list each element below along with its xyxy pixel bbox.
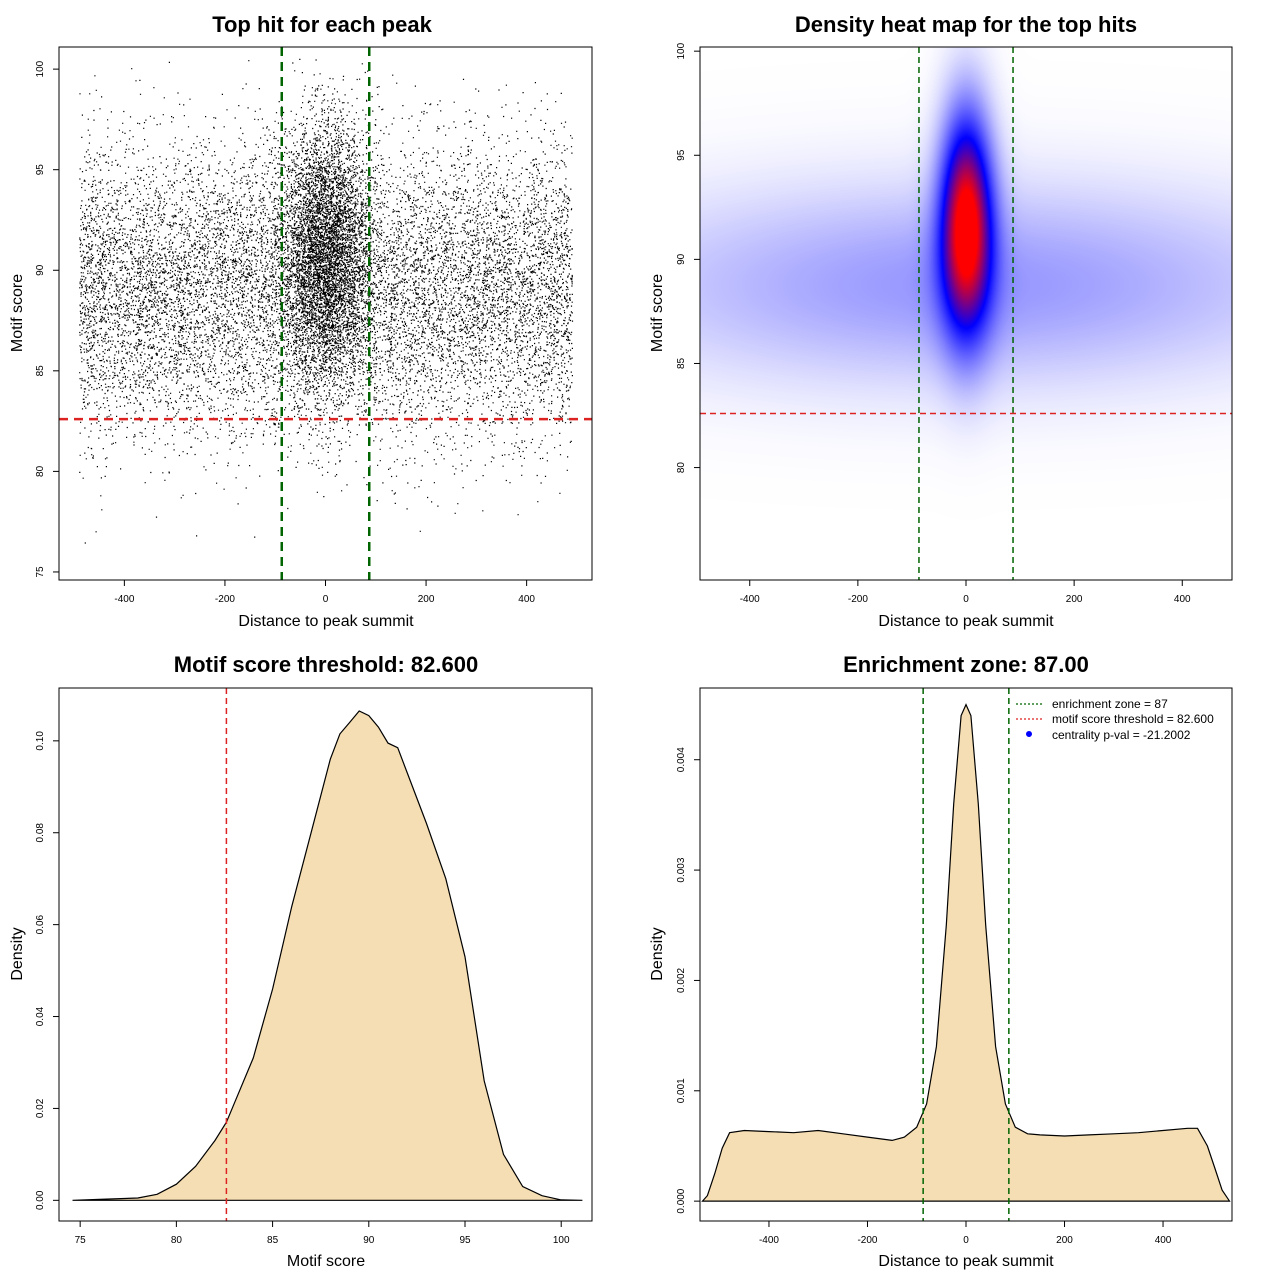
heatmap-y-tick-label: 80 <box>676 462 687 474</box>
heatmap-y-tick-label: 100 <box>676 42 687 59</box>
score-density-y-tick-label: 0.04 <box>35 1006 46 1026</box>
score-density-y-label: Density <box>9 927 26 980</box>
scatter-y-axis: 75 80 85 90 95 100 <box>35 60 60 578</box>
heatmap-y-tick-label: 90 <box>676 253 687 265</box>
scatter-title: Top hit for each peak <box>212 12 432 37</box>
distance-density-y-tick-label: 0.002 <box>676 967 687 992</box>
scatter-x-label: Distance to peak summit <box>238 613 414 630</box>
score-density-x-axis: 75 80 85 90 95 100 <box>75 1220 570 1246</box>
scatter-x-tick-label: 400 <box>518 594 535 605</box>
legend-centrality-marker <box>1026 731 1032 737</box>
distance-density-y-tick-label: 0.003 <box>676 857 687 882</box>
scatter-points <box>79 58 574 544</box>
distance-density-x-tick-label: -200 <box>857 1235 877 1246</box>
heatmap-density <box>700 47 1232 580</box>
scatter-y-tick-label: 75 <box>35 566 46 578</box>
distance-density-curve <box>701 703 1231 1202</box>
scatter-y-tick-label: 85 <box>35 365 46 377</box>
score-density-y-tick-label: 0.02 <box>35 1098 46 1118</box>
score-density-x-tick-label: 100 <box>553 1235 570 1246</box>
scatter-y-tick-label: 100 <box>35 60 46 77</box>
heatmap-x-tick-label: 200 <box>1066 594 1083 605</box>
scatter-y-tick-label: 95 <box>35 164 46 176</box>
heatmap-x-tick-label: 400 <box>1174 594 1191 605</box>
heatmap-title: Density heat map for the top hits <box>795 12 1137 37</box>
legend-centrality-label: centrality p-val = -21.2002 <box>1052 728 1191 742</box>
score-density-y-tick-label: 0.00 <box>35 1190 46 1210</box>
heatmap-y-label: Motif score <box>649 274 666 352</box>
score-density-y-tick-label: 0.10 <box>35 731 46 751</box>
distance-density-x-label: Distance to peak summit <box>878 1253 1054 1270</box>
panel-heatmap: Density heat map for the top hits -400 -2… <box>649 12 1233 630</box>
heatmap-x-label: Distance to peak summit <box>878 613 1054 630</box>
scatter-point-cloud <box>79 58 574 544</box>
distance-density-x-tick-label: 200 <box>1056 1235 1073 1246</box>
panel-distance-density: Enrichment zone: 87.00 -400 -200 0 200 400 0… <box>649 652 1233 1270</box>
heatmap-x-tick-label: -400 <box>740 594 760 605</box>
distance-density-x-tick-label: -400 <box>759 1235 779 1246</box>
score-density-x-tick-label: 80 <box>171 1235 183 1246</box>
distance-density-x-axis: -400 -200 0 200 400 <box>759 1220 1172 1246</box>
score-density-x-tick-label: 95 <box>459 1235 471 1246</box>
scatter-x-tick-label: 0 <box>323 594 329 605</box>
score-density-x-tick-label: 90 <box>363 1235 375 1246</box>
scatter-x-tick-label: -400 <box>114 594 134 605</box>
heatmap-y-tick-label: 95 <box>676 149 687 161</box>
score-density-curve <box>72 710 583 1201</box>
score-density-x-tick-label: 85 <box>267 1235 279 1246</box>
scatter-x-tick-label: 200 <box>418 594 435 605</box>
scatter-y-tick-label: 80 <box>35 465 46 477</box>
heatmap-y-axis: 80 85 90 95 100 <box>676 42 701 474</box>
panel-scatter: Top hit for each peak -400 -200 0 200 400 75… <box>9 12 593 630</box>
heatmap-x-tick-label: -200 <box>848 594 868 605</box>
score-density-y-axis: 0.00 0.02 0.04 0.06 0.08 0.10 <box>35 731 60 1210</box>
legend: enrichment zone = 87 motif score thresho… <box>1016 697 1214 742</box>
heatmap-x-tick-label: 0 <box>963 594 969 605</box>
distance-density-y-tick-label: 0.001 <box>676 1078 687 1103</box>
heatmap-x-axis: -400 -200 0 200 400 <box>740 579 1191 605</box>
distance-density-x-tick-label: 0 <box>963 1235 969 1246</box>
score-density-x-tick-label: 75 <box>75 1235 87 1246</box>
distance-density-y-tick-label: 0.000 <box>676 1188 687 1213</box>
distance-density-x-tick-label: 400 <box>1155 1235 1172 1246</box>
scatter-y-label: Motif score <box>9 274 26 352</box>
panel-score-density: Motif score threshold: 82.600 75 80 85 90 95… <box>9 652 593 1270</box>
scatter-x-tick-label: -200 <box>215 594 235 605</box>
distance-density-y-axis: 0.000 0.001 0.002 0.003 0.004 <box>676 747 701 1214</box>
score-density-y-tick-label: 0.06 <box>35 914 46 934</box>
heatmap-y-tick-label: 85 <box>676 357 687 369</box>
scatter-x-axis: -400 -200 0 200 400 <box>114 579 535 605</box>
score-density-y-tick-label: 0.08 <box>35 823 46 843</box>
score-density-title: Motif score threshold: 82.600 <box>174 652 478 677</box>
score-density-x-label: Motif score <box>287 1253 365 1270</box>
distance-density-title: Enrichment zone: 87.00 <box>843 652 1089 677</box>
distance-density-y-tick-label: 0.004 <box>676 747 687 772</box>
scatter-y-tick-label: 90 <box>35 264 46 276</box>
legend-enrichment-label: enrichment zone = 87 <box>1052 697 1168 711</box>
distance-density-y-label: Density <box>649 927 666 980</box>
legend-threshold-label: motif score threshold = 82.600 <box>1052 712 1214 726</box>
heatmap-canvas-holder <box>700 47 1232 580</box>
